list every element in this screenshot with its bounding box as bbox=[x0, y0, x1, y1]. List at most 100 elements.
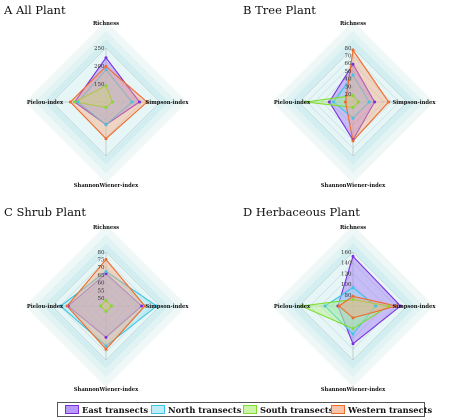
radar-series-point bbox=[351, 316, 355, 320]
radar-panel-title: A All Plant bbox=[3, 3, 66, 17]
radar-series-point bbox=[351, 48, 355, 52]
radar-series-point bbox=[387, 100, 391, 104]
radar-series-point bbox=[76, 100, 80, 104]
radar-series-point bbox=[104, 347, 108, 351]
radar-series-point bbox=[104, 309, 108, 313]
radar-series-point bbox=[110, 100, 114, 104]
legend-item-south: South transects bbox=[243, 404, 333, 415]
radar-series-point bbox=[373, 100, 377, 104]
radar-series-point bbox=[337, 304, 341, 308]
legend-label-south: South transects bbox=[260, 404, 334, 415]
radar-tick-label: 80 bbox=[98, 250, 105, 256]
radar-series-point bbox=[68, 100, 72, 104]
radar-series-point bbox=[387, 304, 391, 308]
radar-tick-label: 70 bbox=[345, 54, 352, 60]
radar-axis-label-pielou: Pielou-index bbox=[274, 100, 311, 106]
radar-series-point bbox=[143, 304, 147, 308]
radar-tick-label: 200 bbox=[94, 64, 105, 70]
radar-series-point bbox=[104, 137, 108, 141]
radar-series-point bbox=[104, 68, 108, 72]
radar-axis-label-richness: Richness bbox=[340, 21, 366, 27]
radar-series-point bbox=[356, 100, 360, 104]
radar-series-point bbox=[104, 56, 108, 60]
radar-series-point bbox=[351, 298, 355, 302]
legend-label-north: North transects bbox=[168, 404, 242, 415]
legend-swatch-east bbox=[65, 405, 79, 414]
radar-tick-label: 40 bbox=[345, 77, 352, 83]
radar-tick-label: 20 bbox=[345, 92, 352, 98]
legend-item-east: East transects bbox=[65, 404, 148, 415]
radar-series-point bbox=[332, 100, 336, 104]
radar-tick-label: 60 bbox=[98, 281, 105, 287]
radar-series-point bbox=[394, 304, 398, 308]
radar-series-point bbox=[99, 304, 103, 308]
radar-tick-label: 140 bbox=[341, 261, 352, 267]
radar-axis-label-shannon: ShannonWiener-index bbox=[74, 387, 139, 393]
radar-tick-label: 60 bbox=[345, 61, 352, 67]
radar-series-point bbox=[130, 100, 134, 104]
radar-series-point bbox=[104, 123, 108, 127]
radar-panel-1: 150 200 250 Richness Simpson-index ShannonWie… bbox=[3, 3, 189, 189]
radar-series-point bbox=[343, 100, 347, 104]
radar-series-point bbox=[104, 335, 108, 339]
legend: East transects North transects South tra… bbox=[57, 402, 432, 419]
radar-panel-title: B Tree Plant bbox=[243, 3, 316, 17]
radar-chart-grid: 150 200 250 Richness Simpson-index ShannonWie… bbox=[3, 3, 436, 393]
radar-tick-label: 150 bbox=[94, 82, 105, 88]
radar-axis-label-pielou: Pielou-index bbox=[274, 304, 311, 310]
radar-series-point bbox=[351, 342, 355, 346]
radar-series-point bbox=[104, 269, 108, 273]
radar-axis-label-shannon: ShannonWiener-index bbox=[321, 387, 386, 393]
radar-tick-label: 160 bbox=[341, 250, 352, 256]
radar-series-point bbox=[351, 62, 355, 66]
radar-series-point bbox=[104, 344, 108, 348]
radar-panel-title: C Shrub Plant bbox=[4, 205, 86, 219]
legend-swatch-western bbox=[331, 405, 345, 414]
legend-label-western: Western transects bbox=[348, 404, 433, 415]
radar-series-point bbox=[327, 100, 331, 104]
radar-series-point bbox=[104, 84, 108, 88]
radar-series-point bbox=[299, 304, 303, 308]
radar-series-point bbox=[303, 100, 307, 104]
radar-series-point bbox=[351, 327, 355, 331]
radar-series-point bbox=[137, 100, 141, 104]
radar-series-point bbox=[351, 254, 355, 258]
radar-series-point bbox=[351, 139, 355, 143]
legend-item-north: North transects bbox=[151, 404, 241, 415]
radar-series-point bbox=[374, 304, 378, 308]
radar-tick-label: 80 bbox=[345, 293, 352, 299]
radar-series-point bbox=[351, 294, 355, 298]
radar-series-point bbox=[109, 304, 113, 308]
radar-series-point bbox=[104, 272, 108, 276]
radar-tick-label: 50 bbox=[345, 69, 352, 75]
radar-tick-label: 80 bbox=[345, 46, 352, 52]
radar-tick-label: 100 bbox=[341, 282, 352, 288]
radar-axis-label-shannon: ShannonWiener-index bbox=[321, 183, 386, 189]
radar-tick-label: 70 bbox=[98, 265, 105, 271]
radar-axis-label-pielou: Pielou-index bbox=[27, 304, 64, 310]
radar-series-point bbox=[323, 304, 327, 308]
radar-tick-label: 50 bbox=[98, 296, 105, 302]
radar-series-point bbox=[59, 304, 63, 308]
radar-series-point bbox=[104, 64, 108, 68]
radar-axis-label-richness: Richness bbox=[340, 225, 366, 231]
radar-panel-title: D Herbaceous Plant bbox=[243, 205, 360, 219]
radar-tick-label: 75 bbox=[98, 258, 105, 264]
radar-series-point bbox=[140, 304, 144, 308]
radar-series-point bbox=[104, 299, 108, 303]
radar-tick-label: 65 bbox=[98, 273, 105, 279]
radar-series-point bbox=[73, 100, 77, 104]
radar-series-point bbox=[351, 116, 355, 120]
radar-series-point bbox=[399, 304, 403, 308]
radar-series-point bbox=[65, 304, 69, 308]
radar-series-point bbox=[351, 286, 355, 290]
radar-tick-label: 120 bbox=[341, 271, 352, 277]
radar-axis-label-richness: Richness bbox=[93, 21, 119, 27]
radar-axis-label-simpson: Simpson-index bbox=[146, 100, 190, 106]
radar-series-point bbox=[351, 332, 355, 336]
legend-swatch-south bbox=[243, 405, 257, 414]
radar-panel-4: 80 100 120 140 160 Richness Simpson-index Shann… bbox=[243, 205, 436, 393]
radar-series-point bbox=[367, 100, 371, 104]
